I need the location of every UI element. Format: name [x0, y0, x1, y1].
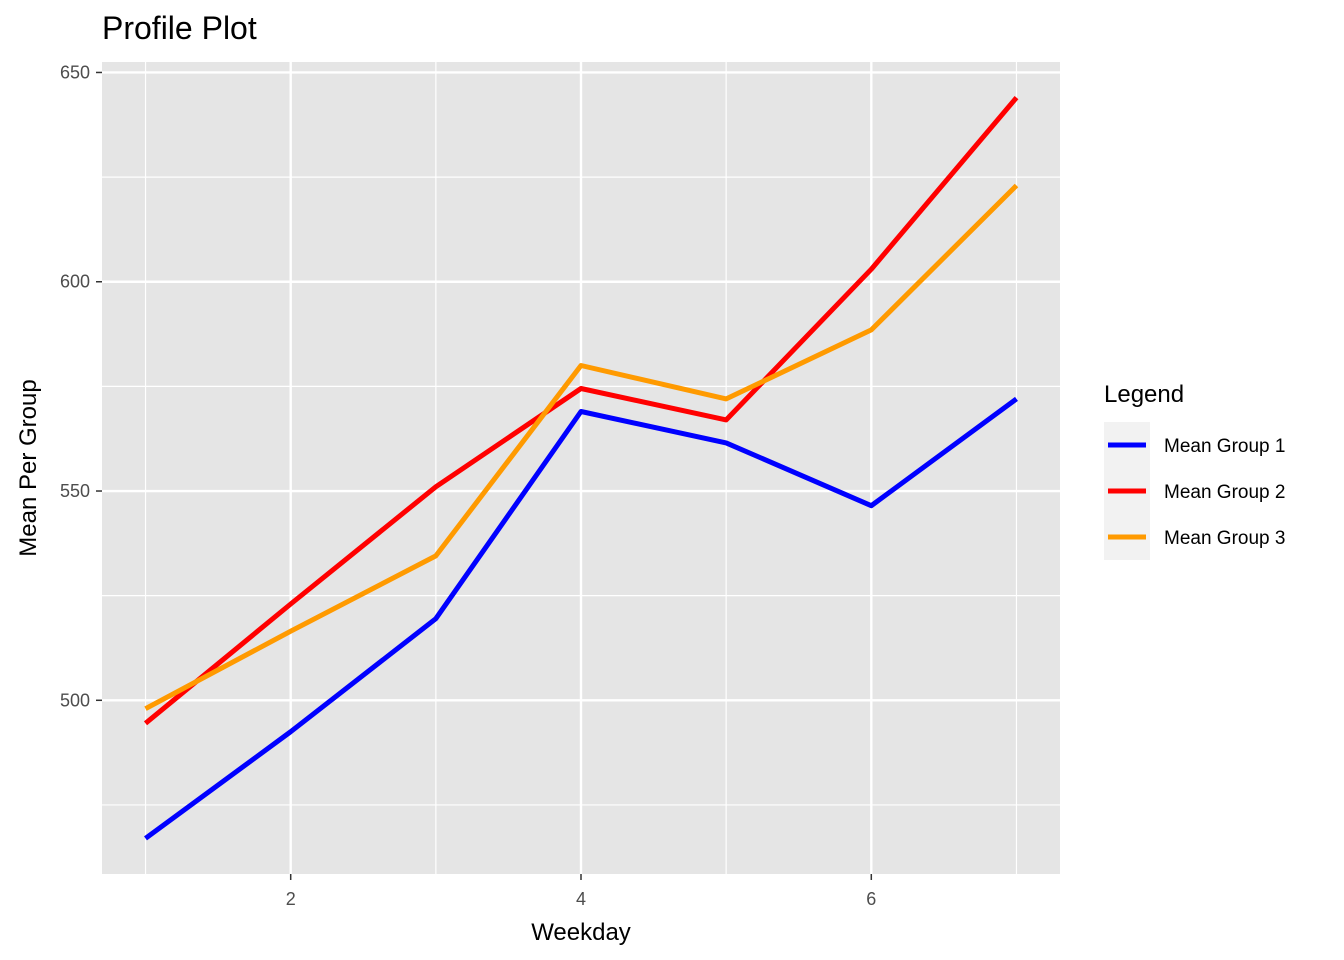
y-tick-label: 500: [60, 690, 90, 710]
x-tick-label: 4: [576, 889, 586, 909]
x-axis-title: Weekday: [531, 919, 631, 946]
axis-ticks: [96, 71, 873, 880]
series-lines: [143, 95, 1019, 841]
series-line-group-2: [143, 95, 1019, 726]
legend-label-3: Mean Group 3: [1164, 528, 1285, 549]
major-gridlines: [102, 62, 1060, 874]
y-tick-label: 550: [60, 481, 90, 501]
series-line-group-1: [144, 396, 1018, 841]
x-tick-label: 2: [286, 889, 296, 909]
chart-title: Profile Plot: [102, 10, 257, 46]
legend: Legend Mean Group 1 Mean Group 2 Mean Grou…: [1104, 381, 1285, 560]
y-tick-label: 650: [60, 62, 90, 82]
legend-label-2: Mean Group 2: [1164, 482, 1285, 503]
legend-title: Legend: [1104, 381, 1184, 408]
series-line-group-3: [144, 183, 1019, 711]
y-axis-title: Mean Per Group: [15, 379, 42, 556]
legend-label-1: Mean Group 1: [1164, 436, 1285, 457]
y-tick-label: 600: [60, 272, 90, 292]
x-tick-label: 6: [866, 889, 876, 909]
axis-tick-labels: 2 4 6 500 550 600 650: [60, 62, 876, 909]
